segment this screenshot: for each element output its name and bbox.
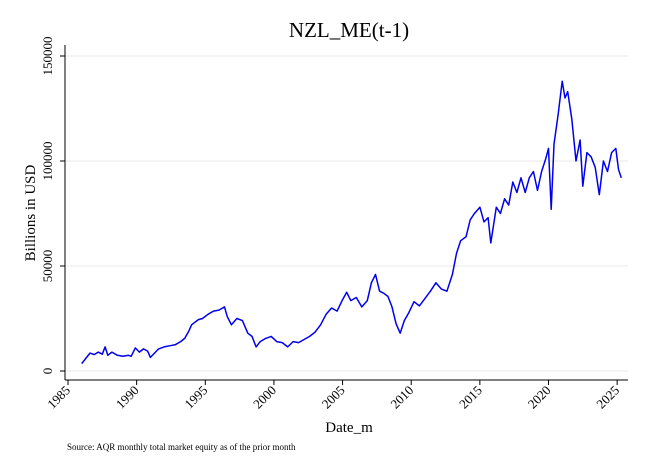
x-tick-label: 2000 [250,383,279,412]
x-tick-label: 2005 [319,383,348,412]
x-tick-label: 1990 [113,383,142,412]
y-tick-label: 50000 [40,250,55,283]
x-tick-label: 2025 [593,383,622,412]
y-ticks: 0 50000 100000 150000 [40,37,65,375]
x-ticks: 1985 1990 1995 2000 2005 2010 2015 2020 2025 [44,380,622,412]
x-tick-label: 2020 [525,383,554,412]
y-axis-label: Billions in USD [23,164,39,261]
x-axis-label: Date_m [325,420,373,436]
gridlines [65,55,628,372]
x-tick-label: 1995 [181,383,210,412]
x-tick-label: 1985 [44,383,73,412]
chart-title: NZL_ME(t-1) [289,18,409,42]
x-tick-label: 2015 [456,383,485,412]
y-tick-label: 150000 [40,37,55,76]
y-tick-label: 0 [40,368,55,375]
axes [64,45,628,381]
series-line-nzl-me [81,80,623,365]
source-note: Source: AQR monthly total market equity … [67,442,296,452]
x-tick-label: 2010 [387,383,416,412]
y-tick-label: 100000 [40,142,55,181]
